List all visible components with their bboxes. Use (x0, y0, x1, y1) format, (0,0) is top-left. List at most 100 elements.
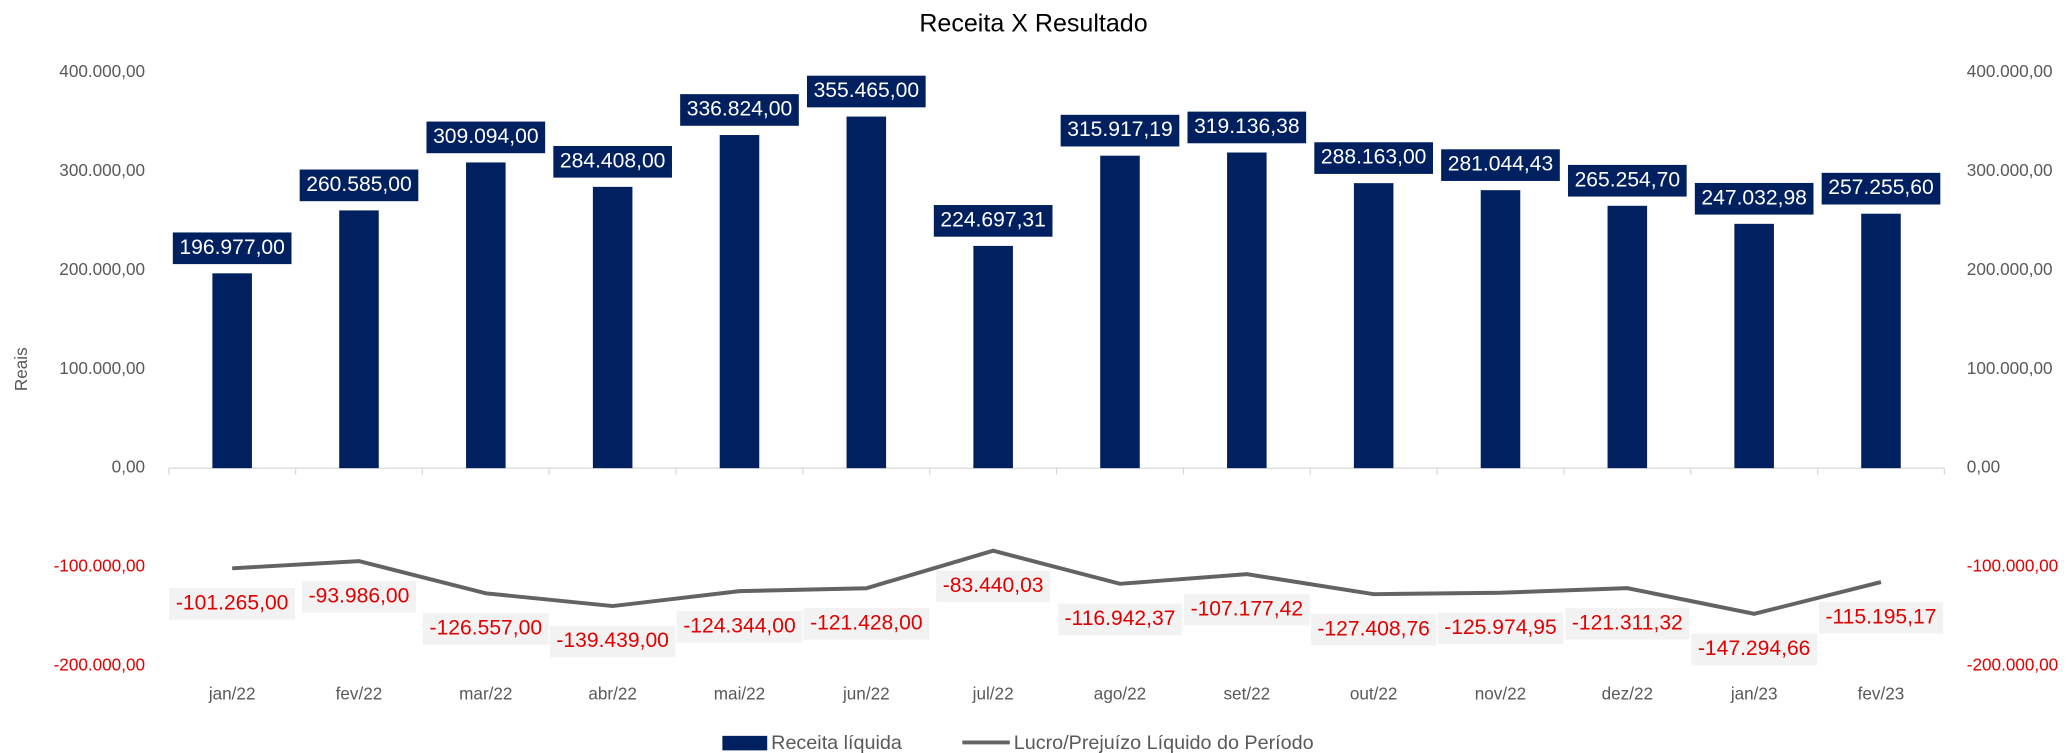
y-tick-label: 200.000,00 (59, 259, 145, 279)
line-label: -115.195,17 (1818, 601, 1944, 634)
y2-tick-label: 300.000,00 (1967, 160, 2053, 180)
bar-label: 309.094,00 (426, 121, 546, 154)
y2-tick-label: -200.000,00 (1967, 654, 2058, 674)
line-label-text: -115.195,17 (1826, 605, 1937, 628)
bar-label-bg (1060, 114, 1180, 147)
y-axis-label: Reais (11, 347, 31, 391)
bar (592, 186, 633, 469)
bar (1607, 205, 1648, 469)
y-tick-label: -100.000,00 (54, 556, 145, 576)
bar-label-text: 288.163,00 (1321, 146, 1426, 169)
line-label-bg (676, 610, 803, 643)
x-tick-label: mar/22 (459, 684, 512, 704)
line-label: -121.311,32 (1565, 607, 1690, 640)
bar-label: 247.032,98 (1694, 182, 1814, 215)
bar-label-bg (1694, 182, 1814, 215)
y-tick-label: 0,00 (112, 457, 145, 477)
line-label: -93.986,00 (302, 580, 416, 613)
line-label-text: -107.177,42 (1191, 597, 1303, 620)
line-label-text: -83.440,03 (943, 574, 1044, 597)
x-tick-label: set/22 (1223, 684, 1270, 704)
line-label-bg (803, 608, 930, 640)
line-label-bg (169, 588, 295, 620)
line-label-bg (1565, 607, 1690, 640)
line-label-text: -121.428,00 (810, 611, 922, 634)
bar (1861, 213, 1901, 469)
x-tick-label: fev/23 (1858, 684, 1905, 704)
line-label: -127.408,76 (1310, 613, 1437, 646)
x-tick-label: nov/22 (1475, 684, 1526, 704)
bar-label: 315.917,19 (1060, 114, 1180, 147)
bar (719, 135, 760, 469)
bar-label: 288.163,00 (1314, 142, 1433, 174)
bar-label-text: 247.032,98 (1701, 186, 1806, 209)
line-label-bg (1057, 603, 1183, 636)
y-tick-label: -200.000,00 (54, 654, 145, 674)
legend-label: Lucro/Prejuízo Líquido do Período (1014, 732, 1314, 753)
line-label: -101.265,00 (169, 588, 295, 620)
bar-label-text: 315.917,19 (1067, 118, 1172, 141)
bar-label-text: 257.255,60 (1828, 176, 1933, 199)
bar-label: 355.465,00 (806, 75, 926, 108)
bar (1227, 152, 1267, 469)
bar-label-bg (1314, 142, 1433, 174)
bar-label: 336.824,00 (680, 94, 799, 126)
y-tick-label: 100.000,00 (59, 358, 145, 378)
line-label-bg (936, 570, 1051, 603)
bar-label: 319.136,38 (1187, 111, 1307, 144)
bar-label-bg (806, 75, 926, 108)
x-tick-label: jan/22 (208, 684, 256, 704)
bar (1734, 223, 1774, 469)
line-label: -121.428,00 (803, 608, 930, 640)
bar-label-bg (933, 205, 1053, 237)
line-label-bg (422, 613, 549, 645)
y2-tick-label: 200.000,00 (1967, 259, 2053, 279)
bar-label-bg (1821, 172, 1941, 205)
line-label-bg (1310, 613, 1437, 646)
y2-tick-label: 0,00 (1967, 457, 2000, 477)
bar-label-bg (1187, 111, 1307, 144)
bar-label: 281.044,43 (1441, 149, 1560, 181)
bar-label: 260.585,00 (299, 169, 419, 202)
x-tick-label: mai/22 (714, 684, 765, 704)
line-label: -124.344,00 (676, 610, 803, 643)
bar-label-bg (1567, 164, 1687, 197)
bar-label-bg (426, 121, 546, 154)
bar-label-text: 336.824,00 (687, 98, 792, 121)
line-label: -126.557,00 (422, 613, 549, 645)
x-tick-label: jul/22 (972, 684, 1014, 704)
line-label: -116.942,37 (1057, 603, 1183, 636)
legend-label: Receita líquida (771, 732, 902, 753)
bar-label-text: 224.697,31 (940, 208, 1045, 231)
y-tick-label: 300.000,00 (59, 160, 145, 180)
line-label-bg (1437, 612, 1564, 645)
bar-label-bg (299, 169, 419, 202)
line-label: -139.439,00 (549, 625, 676, 658)
bar-label-bg (553, 145, 672, 178)
line-label-text: -125.974,95 (1444, 616, 1556, 639)
y2-tick-label: -100.000,00 (1967, 556, 2058, 576)
line-label: -83.440,03 (936, 570, 1051, 603)
line-label-bg (302, 580, 416, 613)
line-label-bg (1691, 633, 1817, 666)
bar-label: 284.408,00 (553, 145, 672, 178)
line-label-text: -127.408,76 (1317, 617, 1429, 640)
bar-label-text: 196.977,00 (179, 236, 284, 259)
bar (212, 273, 252, 469)
bar (1353, 183, 1394, 469)
bar-label: 265.254,70 (1567, 164, 1687, 197)
bar-label-text: 281.044,43 (1448, 153, 1553, 176)
bar-label-text: 309.094,00 (433, 125, 538, 148)
bar-label: 224.697,31 (933, 205, 1053, 237)
y-tick-label: 400.000,00 (59, 61, 145, 81)
line (232, 548, 1882, 616)
line-label-text: -126.557,00 (430, 617, 542, 640)
bar (973, 245, 1013, 469)
bar-label-text: 284.408,00 (560, 149, 665, 172)
bar-label: 257.255,60 (1821, 172, 1941, 205)
bar (466, 162, 506, 469)
bar-label-text: 355.465,00 (814, 79, 919, 102)
bar-label-text: 265.254,70 (1575, 168, 1680, 191)
